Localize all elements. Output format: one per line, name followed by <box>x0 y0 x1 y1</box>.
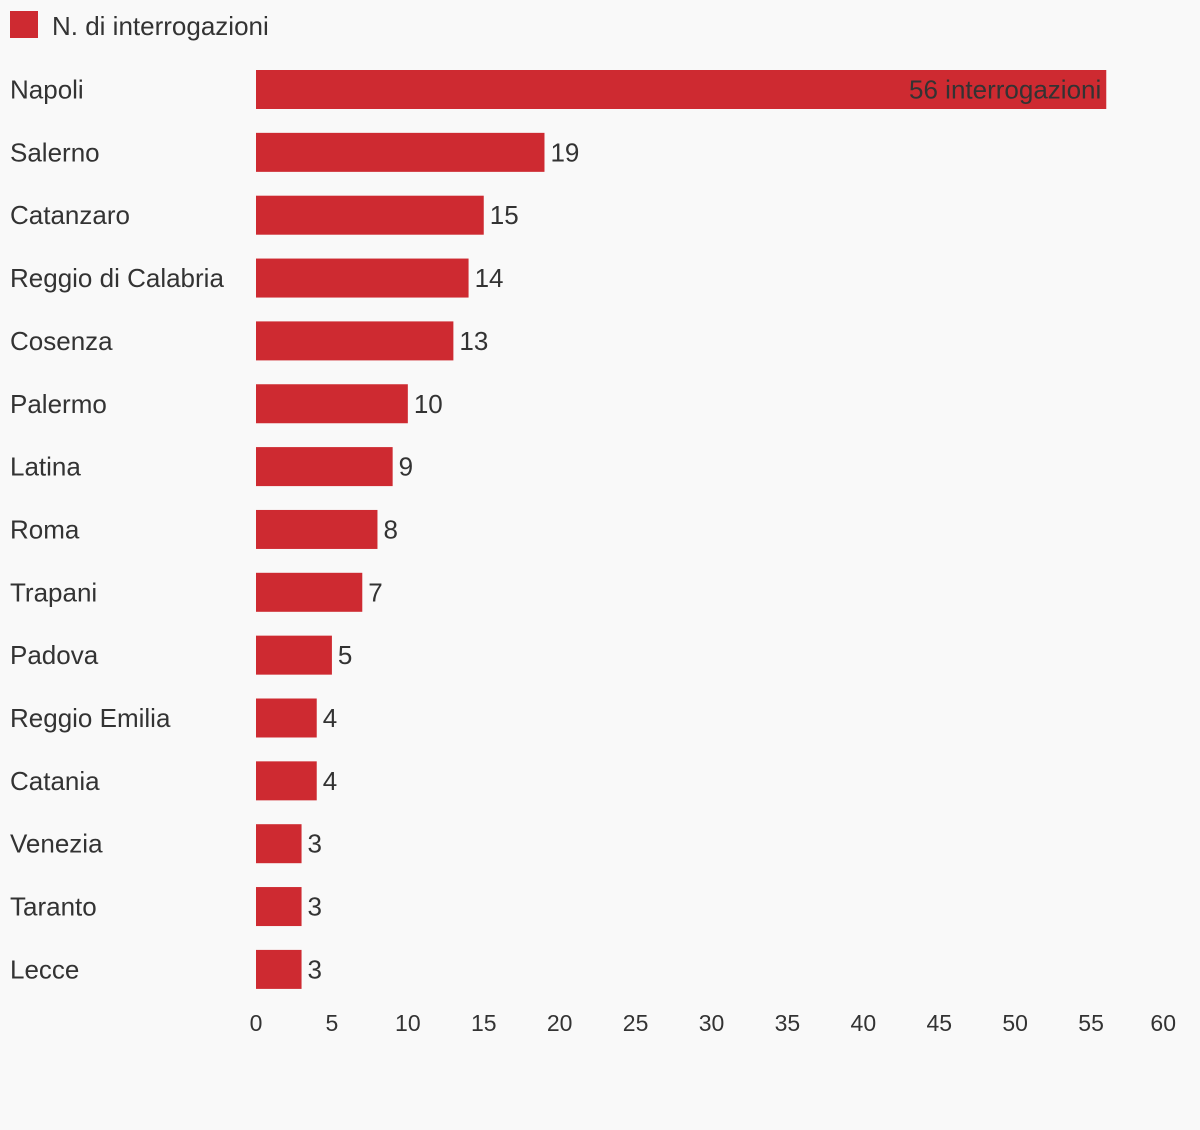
category-label: Latina <box>10 452 81 482</box>
category-label: Trapani <box>10 577 97 607</box>
bar <box>256 509 378 549</box>
category-label: Napoli <box>10 75 84 105</box>
data-label: 3 <box>308 829 322 859</box>
category-label: Lecce <box>10 954 79 984</box>
x-tick-label: 30 <box>699 1010 725 1036</box>
bar <box>256 698 317 738</box>
x-tick-label: 40 <box>851 1010 877 1036</box>
bar <box>256 761 317 801</box>
data-label: 3 <box>308 892 322 922</box>
data-label: 4 <box>323 766 337 796</box>
data-label: 15 <box>490 200 519 230</box>
data-label: 19 <box>550 137 579 167</box>
category-label: Cosenza <box>10 326 113 356</box>
x-tick-label: 10 <box>395 1010 421 1036</box>
data-label: 8 <box>383 514 397 544</box>
category-label: Taranto <box>10 892 97 922</box>
category-label: Padova <box>10 640 99 670</box>
data-label: 56 interrogazioni <box>909 75 1101 105</box>
x-tick-label: 50 <box>1002 1010 1028 1036</box>
x-tick-label: 55 <box>1078 1010 1104 1036</box>
bar <box>256 635 332 675</box>
x-tick-label: 15 <box>471 1010 497 1036</box>
data-label: 10 <box>414 389 443 419</box>
x-tick-label: 5 <box>326 1010 339 1036</box>
legend-label: N. di interrogazioni <box>52 11 269 41</box>
bar <box>256 195 484 235</box>
data-label: 5 <box>338 640 352 670</box>
data-label: 4 <box>323 703 337 733</box>
category-label: Palermo <box>10 389 107 419</box>
bar <box>256 447 393 487</box>
legend: N. di interrogazioni <box>10 10 269 42</box>
data-label: 7 <box>368 577 382 607</box>
x-tick-label: 20 <box>547 1010 573 1036</box>
category-label: Salerno <box>10 137 100 167</box>
data-label: 13 <box>459 326 488 356</box>
bar <box>256 887 302 927</box>
category-label: Venezia <box>10 829 103 859</box>
bar <box>256 70 1107 109</box>
bar <box>256 384 408 424</box>
bar <box>256 132 545 172</box>
x-tick-label: 60 <box>1150 1010 1176 1036</box>
bar <box>256 824 302 864</box>
category-label: Reggio di Calabria <box>10 263 224 293</box>
data-label: 9 <box>399 452 413 482</box>
legend-swatch <box>10 10 38 38</box>
x-tick-label: 25 <box>623 1010 649 1036</box>
x-tick-label: 45 <box>926 1010 952 1036</box>
category-label: Catania <box>10 766 100 796</box>
data-label: 3 <box>308 954 322 984</box>
x-tick-label: 0 <box>250 1010 263 1036</box>
category-label: Roma <box>10 514 80 544</box>
category-label: Catanzaro <box>10 200 130 230</box>
bar <box>256 258 469 298</box>
bar <box>256 321 454 361</box>
x-tick-label: 35 <box>775 1010 801 1036</box>
category-label: Reggio Emilia <box>10 703 171 733</box>
bar <box>256 572 363 612</box>
data-label: 14 <box>475 263 504 293</box>
bar <box>256 949 302 989</box>
